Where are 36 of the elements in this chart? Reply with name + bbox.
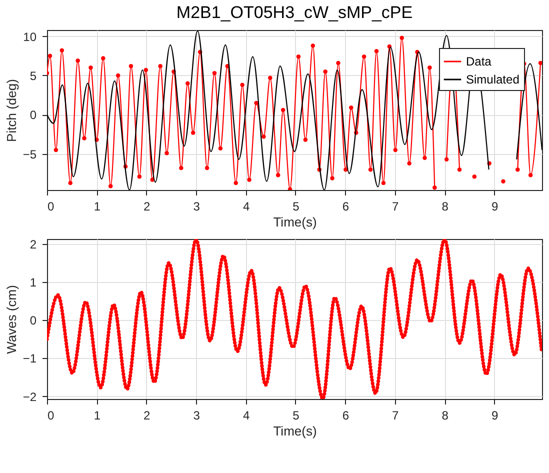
legend-label: Simulated <box>466 72 520 86</box>
x-tick-label: 3 <box>193 200 200 214</box>
y-tick-label: 5 <box>30 68 37 83</box>
y-tick-label: 2 <box>30 237 37 252</box>
x-tick-label: 9 <box>491 408 498 422</box>
y-tick-label: −5 <box>22 147 37 162</box>
y-axis-title: Pitch (deg) <box>4 79 19 142</box>
x-axis-title: Time(s) <box>273 424 317 438</box>
chart-title: M2B1_OT05H3_cW_sMP_cPE <box>176 3 413 22</box>
x-tick-label: 4 <box>242 200 250 214</box>
y-tick-label: −2 <box>22 390 37 404</box>
y-tick-label: 0 <box>30 314 37 328</box>
x-tick-label: 1 <box>94 408 101 422</box>
x-tick-label: 8 <box>442 200 449 214</box>
x-tick-label: 9 <box>491 200 498 214</box>
y-tick-label: 1 <box>30 276 37 290</box>
x-axis-title: Time(s) <box>273 214 317 230</box>
x-tick-label: 5 <box>292 200 300 214</box>
x-tick-label: 6 <box>342 200 350 214</box>
x-tick-label: 7 <box>392 408 400 422</box>
x-tick-label: 7 <box>392 200 400 214</box>
x-tick-label: 6 <box>342 408 350 422</box>
x-tick-label: 3 <box>193 408 200 422</box>
y-tick-label: −1 <box>22 352 37 366</box>
legend-label: Data <box>466 54 492 68</box>
x-tick-label: 4 <box>242 408 250 422</box>
y-tick-label: 0 <box>30 108 37 122</box>
x-tick-label: 5 <box>292 408 300 422</box>
x-tick-label: 1 <box>94 200 101 214</box>
y-tick-label: 10 <box>23 30 37 44</box>
x-tick-label: 2 <box>144 200 151 214</box>
x-tick-label: 0 <box>48 200 54 214</box>
x-tick-label: 0 <box>48 408 54 422</box>
x-tick-label: 2 <box>144 408 151 422</box>
x-tick-label: 8 <box>442 408 449 422</box>
y-axis-title: Waves (cm) <box>4 285 19 354</box>
